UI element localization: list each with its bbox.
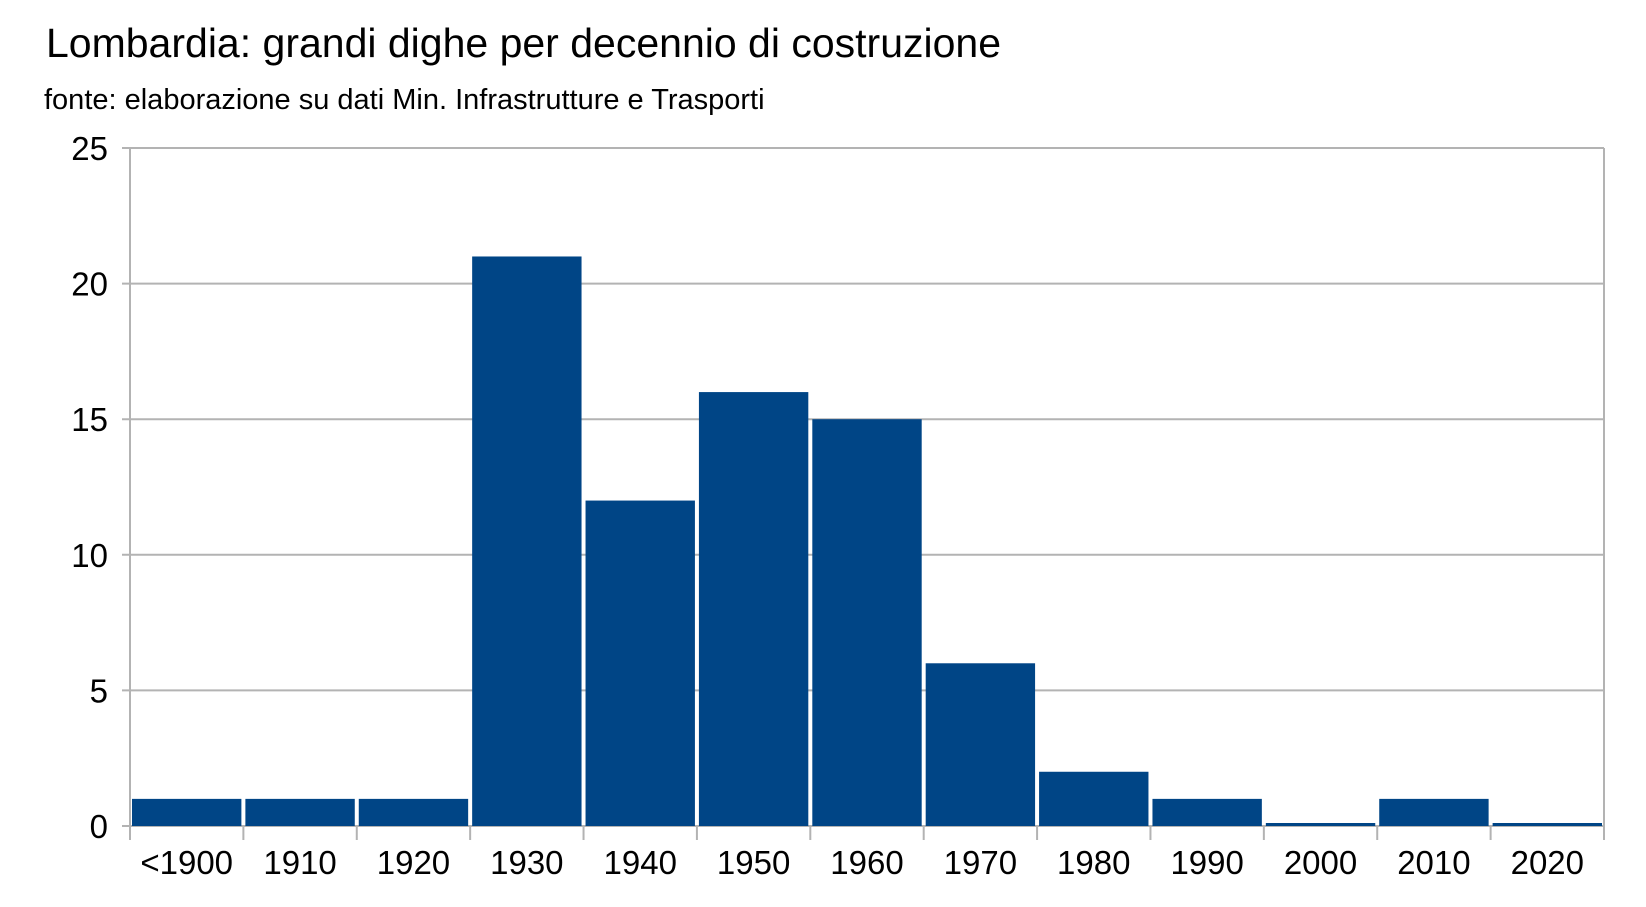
y-tick-label: 0 <box>90 808 108 845</box>
bars <box>132 256 1602 827</box>
chart-subtitle: fonte: elaborazione su dati Min. Infrast… <box>44 84 765 116</box>
chart-title: Lombardia: grandi dighe per decennio di … <box>46 20 1002 66</box>
y-tick-label: 20 <box>71 266 108 303</box>
bar-1990 <box>1152 798 1262 826</box>
x-tick-label: 1930 <box>490 844 563 881</box>
x-tick-label: 1960 <box>830 844 903 881</box>
y-tick-label: 25 <box>71 130 108 167</box>
x-tick-label: 2010 <box>1397 844 1470 881</box>
bar-1930 <box>472 256 582 827</box>
bar-1960 <box>812 419 922 826</box>
bar-2010 <box>1379 798 1489 826</box>
bar-1950 <box>698 392 809 826</box>
y-tick-label: 15 <box>71 401 108 438</box>
x-tick-label: 1970 <box>944 844 1017 881</box>
y-tick-label: 10 <box>71 537 108 574</box>
x-tick-label: <1900 <box>140 844 233 881</box>
bar-1940 <box>585 500 695 826</box>
bar-2000 <box>1265 823 1376 826</box>
y-tick-label: 5 <box>90 672 108 709</box>
x-tick-label: 1920 <box>377 844 450 881</box>
x-tick-label: 1980 <box>1057 844 1130 881</box>
x-tick-label: 2000 <box>1284 844 1357 881</box>
x-tick-label: 1990 <box>1170 844 1243 881</box>
bar-2020 <box>1492 823 1602 826</box>
bar-1910 <box>245 798 355 826</box>
bar-1970 <box>925 663 1036 826</box>
bar-1980 <box>1039 771 1149 826</box>
bar-<1900 <box>132 798 242 826</box>
x-tick-label: 1940 <box>604 844 677 881</box>
x-tick-label: 2020 <box>1511 844 1584 881</box>
x-tick-label: 1910 <box>263 844 336 881</box>
bar-1920 <box>358 798 469 826</box>
x-tick-label: 1950 <box>717 844 790 881</box>
tick-labels: 0 5 10 15 20 25 <1900 1910 1920 1930 1940 1950 1960 1… <box>71 130 1584 881</box>
